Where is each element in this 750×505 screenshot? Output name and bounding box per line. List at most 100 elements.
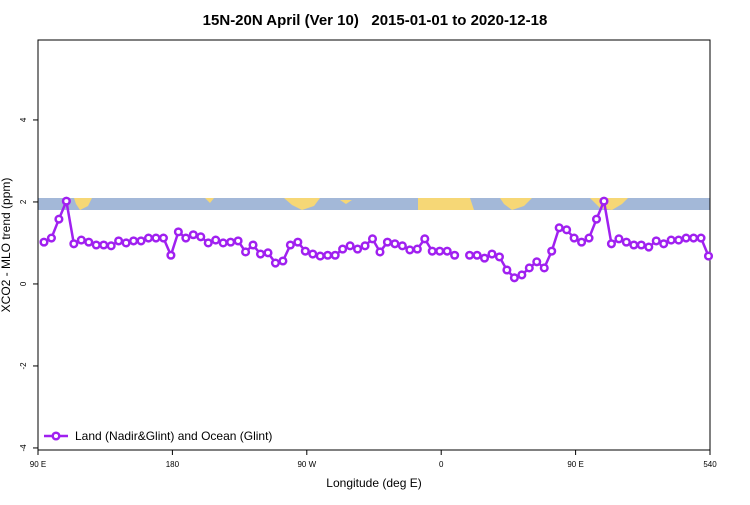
data-point — [46, 233, 56, 243]
data-point — [211, 235, 221, 245]
data-point — [494, 252, 504, 262]
data-point — [129, 236, 139, 246]
data-point — [91, 240, 101, 250]
data-point — [158, 233, 168, 243]
data-point — [397, 241, 407, 251]
data-point — [54, 214, 64, 224]
y-axis-label: XCO2 - MLO trend (ppm) — [0, 178, 13, 313]
data-point — [420, 234, 430, 244]
data-point — [300, 246, 310, 256]
x-tick-label: 540 — [703, 460, 717, 469]
data-point — [69, 239, 79, 249]
data-point — [99, 240, 109, 250]
data-point — [61, 196, 71, 206]
data-point — [278, 256, 288, 266]
y-tick-label: 4 — [19, 117, 28, 122]
data-point — [188, 230, 198, 240]
data-point — [651, 236, 661, 246]
y-tick-label: -4 — [19, 444, 28, 452]
data-point — [689, 233, 699, 243]
data-point — [315, 251, 325, 261]
data-point — [121, 238, 131, 248]
data-point — [143, 233, 154, 243]
data-point — [293, 237, 303, 247]
data-point — [106, 241, 116, 251]
x-tick-label: 90 E — [567, 460, 583, 469]
data-point — [450, 250, 460, 260]
data-point — [532, 257, 542, 267]
x-tick-label: 0 — [439, 460, 444, 469]
data-point — [629, 240, 639, 250]
data-point — [382, 237, 392, 247]
data-point — [166, 250, 176, 260]
x-axis-label: Longitude (deg E) — [326, 476, 421, 490]
data-point — [84, 237, 94, 247]
data-point — [606, 239, 616, 249]
data-point — [255, 249, 266, 259]
y-tick-label: 0 — [19, 281, 28, 286]
plot-frame — [37, 39, 711, 451]
data-point — [524, 263, 534, 273]
data-point — [696, 233, 706, 243]
data-point — [599, 196, 609, 206]
data-point — [591, 214, 602, 224]
data-point — [465, 250, 475, 260]
data-point — [218, 238, 228, 248]
legend-marker — [51, 431, 61, 441]
x-tick-label: 90 W — [297, 460, 316, 469]
data-point — [196, 232, 206, 242]
data-point — [554, 223, 564, 233]
data-point — [360, 241, 370, 251]
y-tick-label: 2 — [19, 199, 28, 204]
data-point — [517, 270, 527, 280]
data-point — [412, 244, 422, 254]
data-point — [681, 233, 691, 243]
data-point — [666, 235, 676, 245]
data-point — [39, 237, 49, 247]
data-point — [390, 239, 400, 249]
data-point — [539, 263, 549, 273]
data-point — [644, 242, 654, 252]
data-point — [248, 240, 258, 250]
data-point — [203, 238, 213, 248]
data-point — [614, 234, 624, 244]
data-point — [367, 234, 378, 244]
map-band — [38, 198, 710, 210]
data-point — [659, 239, 669, 249]
data-point — [136, 236, 146, 246]
data-point — [151, 233, 161, 243]
data-point — [562, 225, 572, 235]
data-point — [577, 237, 587, 247]
data-point — [703, 251, 714, 261]
data-point — [353, 244, 363, 254]
data-point — [487, 249, 497, 259]
data-point — [330, 250, 340, 260]
data-point — [181, 233, 191, 243]
data-point — [427, 246, 437, 256]
legend-label: Land (Nadir&Glint) and Ocean (Glint) — [75, 429, 272, 443]
data-point — [114, 236, 124, 246]
data-point — [285, 240, 295, 250]
data-point — [405, 245, 415, 255]
data-point — [472, 250, 482, 260]
x-tick-label: 90 E — [30, 460, 46, 469]
data-point — [435, 246, 445, 256]
data-point — [547, 246, 557, 256]
data-point — [226, 237, 236, 247]
x-tick-label: 180 — [166, 460, 180, 469]
y-tick-label: -2 — [19, 362, 28, 370]
data-point — [76, 235, 86, 245]
data-point — [270, 258, 280, 268]
data-point — [621, 237, 631, 247]
ocean-band — [38, 198, 710, 210]
data-point — [241, 247, 251, 257]
data-point — [442, 246, 452, 256]
data-point — [674, 235, 684, 245]
data-point — [323, 250, 333, 260]
data-point — [308, 249, 318, 259]
data-point — [263, 248, 273, 258]
data-point — [636, 240, 646, 250]
data-point — [345, 241, 355, 251]
